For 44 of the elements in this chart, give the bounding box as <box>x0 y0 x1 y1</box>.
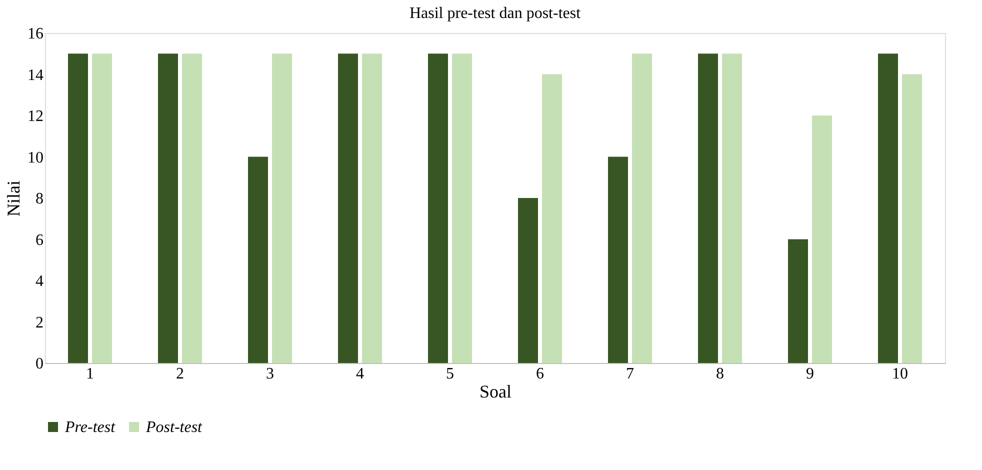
y-tick-label: 6 <box>36 232 44 249</box>
y-tick-label: 4 <box>36 273 44 290</box>
x-tick-label: 10 <box>892 366 908 382</box>
x-tick-label: 4 <box>356 366 364 382</box>
y-tick-label: 14 <box>28 66 44 84</box>
x-tick-label: 3 <box>266 366 274 382</box>
bar <box>452 54 472 363</box>
bar <box>518 198 538 363</box>
legend-label: Pre-test <box>64 419 116 436</box>
bar <box>632 54 652 363</box>
x-axis-title: Soal <box>479 382 512 402</box>
y-tick-label: 16 <box>28 26 44 42</box>
bar <box>68 54 88 363</box>
y-axis-title: Nilai <box>4 180 24 216</box>
bar <box>722 54 742 363</box>
x-tick-label: 8 <box>716 366 724 382</box>
bar <box>878 54 898 363</box>
x-tick-label: 5 <box>446 366 454 382</box>
bar <box>902 74 922 363</box>
bar <box>362 54 382 363</box>
bar <box>92 54 112 363</box>
x-tick-label: 2 <box>176 366 184 382</box>
bar <box>182 54 202 363</box>
bar <box>338 54 358 363</box>
x-tick-label: 1 <box>86 366 94 382</box>
bar <box>428 54 448 363</box>
bar <box>272 54 292 363</box>
bar <box>542 74 562 363</box>
x-tick-label: 6 <box>536 366 544 382</box>
y-tick-label: 12 <box>28 108 44 125</box>
bar <box>608 156 628 363</box>
chart-title: Hasil pre-test dan post-test <box>409 5 582 22</box>
x-tick-label: 7 <box>626 366 634 382</box>
legend-label: Post-test <box>145 419 203 436</box>
y-tick-label: 2 <box>36 314 44 332</box>
y-tick-label: 8 <box>36 190 44 208</box>
y-tick-label: 10 <box>28 149 44 166</box>
bar <box>788 239 808 363</box>
bar <box>248 156 268 363</box>
x-tick-label: 9 <box>806 366 814 382</box>
bar <box>812 116 832 363</box>
bar <box>158 54 178 363</box>
bar <box>698 54 718 363</box>
y-tick-label: 0 <box>36 356 44 372</box>
